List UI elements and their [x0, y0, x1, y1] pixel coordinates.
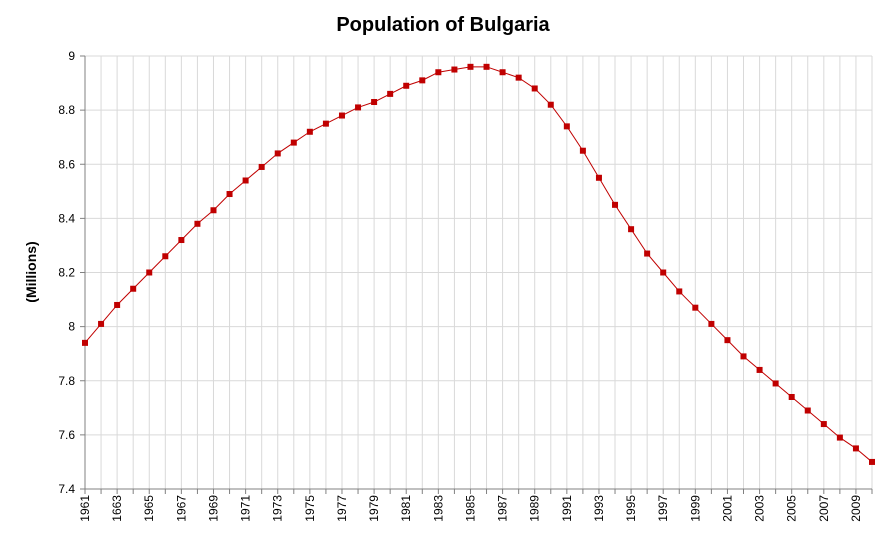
data-point	[692, 304, 699, 311]
gridlines	[85, 55, 873, 489]
x-tick-label: 1977	[335, 495, 349, 522]
y-tick-labels: 7.4 7.6 7.8 8 8.2 8.4 8.6 8.8 9	[58, 49, 75, 496]
data-point	[98, 320, 105, 327]
x-tick-label: 2007	[817, 495, 831, 522]
x-tick-label: 1969	[206, 495, 220, 522]
x-tick-label: 1997	[656, 495, 670, 522]
x-tick-label: 1985	[463, 495, 477, 522]
data-point	[387, 90, 394, 97]
data-point	[483, 63, 490, 70]
x-tick-label: 1983	[431, 495, 445, 522]
data-point	[258, 163, 265, 170]
data-point	[852, 445, 859, 452]
y-tick-label: 8.6	[58, 157, 75, 171]
x-tick-label: 2001	[720, 495, 734, 522]
data-point	[644, 250, 651, 257]
x-tick-label: 1993	[592, 495, 606, 522]
x-tick-label: 1965	[142, 495, 156, 522]
data-point	[612, 201, 619, 208]
y-tick-label: 9	[68, 49, 75, 63]
x-tick-label: 1999	[688, 495, 702, 522]
x-tick-labels: 1961 1663 1965 1967 1969 1971 1973 1975 1977 1979…	[78, 495, 863, 522]
chart-title: Population of Bulgaria	[336, 14, 550, 36]
x-tick-label: 1989	[528, 495, 542, 522]
data-point	[322, 120, 329, 127]
data-point	[467, 63, 474, 70]
y-tick-label: 7.8	[58, 374, 75, 388]
data-point	[146, 269, 153, 276]
data-point	[628, 226, 635, 233]
data-point	[194, 220, 201, 227]
data-point	[820, 421, 827, 428]
x-tick-label: 1995	[624, 495, 638, 522]
x-tick-label: 1973	[271, 495, 285, 522]
y-axis-title: (Millions)	[23, 241, 39, 302]
data-point	[788, 393, 795, 400]
data-point	[804, 407, 811, 414]
y-tick-label: 8.2	[58, 266, 75, 280]
data-point	[306, 128, 313, 135]
data-point	[114, 301, 121, 308]
data-point	[499, 69, 506, 76]
data-point	[355, 104, 362, 111]
x-tick-label: 1987	[496, 495, 510, 522]
data-point	[579, 147, 586, 154]
x-tick-label: 2005	[785, 495, 799, 522]
data-point	[531, 85, 538, 92]
x-tick-label: 1979	[367, 495, 381, 522]
x-tick-label: 1981	[399, 495, 413, 522]
y-tick-label: 7.4	[58, 482, 75, 496]
x-tick-label: 1967	[174, 495, 188, 522]
data-point	[740, 353, 747, 360]
data-point	[660, 269, 667, 276]
data-point	[772, 380, 779, 387]
data-point	[210, 207, 217, 214]
data-point	[451, 66, 458, 73]
data-point	[419, 77, 426, 84]
data-point	[403, 82, 410, 89]
axes	[80, 55, 873, 494]
data-point	[708, 320, 715, 327]
x-tick-label: 1975	[303, 495, 317, 522]
data-point	[371, 99, 378, 106]
data-point	[547, 101, 554, 108]
x-tick-label: 1991	[560, 495, 574, 522]
data-point	[178, 237, 185, 244]
data-point	[515, 74, 522, 81]
data-point	[162, 253, 169, 260]
data-point	[595, 174, 602, 181]
data-point	[563, 123, 570, 130]
data-point	[338, 112, 345, 119]
y-tick-label: 7.6	[58, 428, 75, 442]
series-line	[84, 66, 873, 463]
data-point	[676, 288, 683, 295]
x-tick-label: 1663	[110, 495, 124, 522]
data-point	[724, 337, 731, 344]
data-point	[82, 339, 88, 346]
data-point	[869, 458, 875, 465]
data-point	[836, 434, 843, 441]
data-point	[242, 177, 249, 184]
population-series	[82, 63, 875, 465]
data-point	[290, 139, 297, 146]
data-point	[435, 69, 442, 76]
data-point	[130, 285, 137, 292]
y-tick-label: 8.4	[58, 211, 75, 225]
x-tick-label: 1961	[78, 495, 92, 522]
data-point	[274, 150, 281, 157]
x-tick-label: 2009	[849, 495, 863, 522]
y-tick-label: 8.8	[58, 103, 75, 117]
data-point	[756, 366, 763, 373]
data-point	[226, 191, 233, 198]
x-tick-label: 2003	[753, 495, 767, 522]
x-tick-label: 1971	[239, 495, 253, 522]
y-tick-label: 8	[68, 320, 75, 334]
